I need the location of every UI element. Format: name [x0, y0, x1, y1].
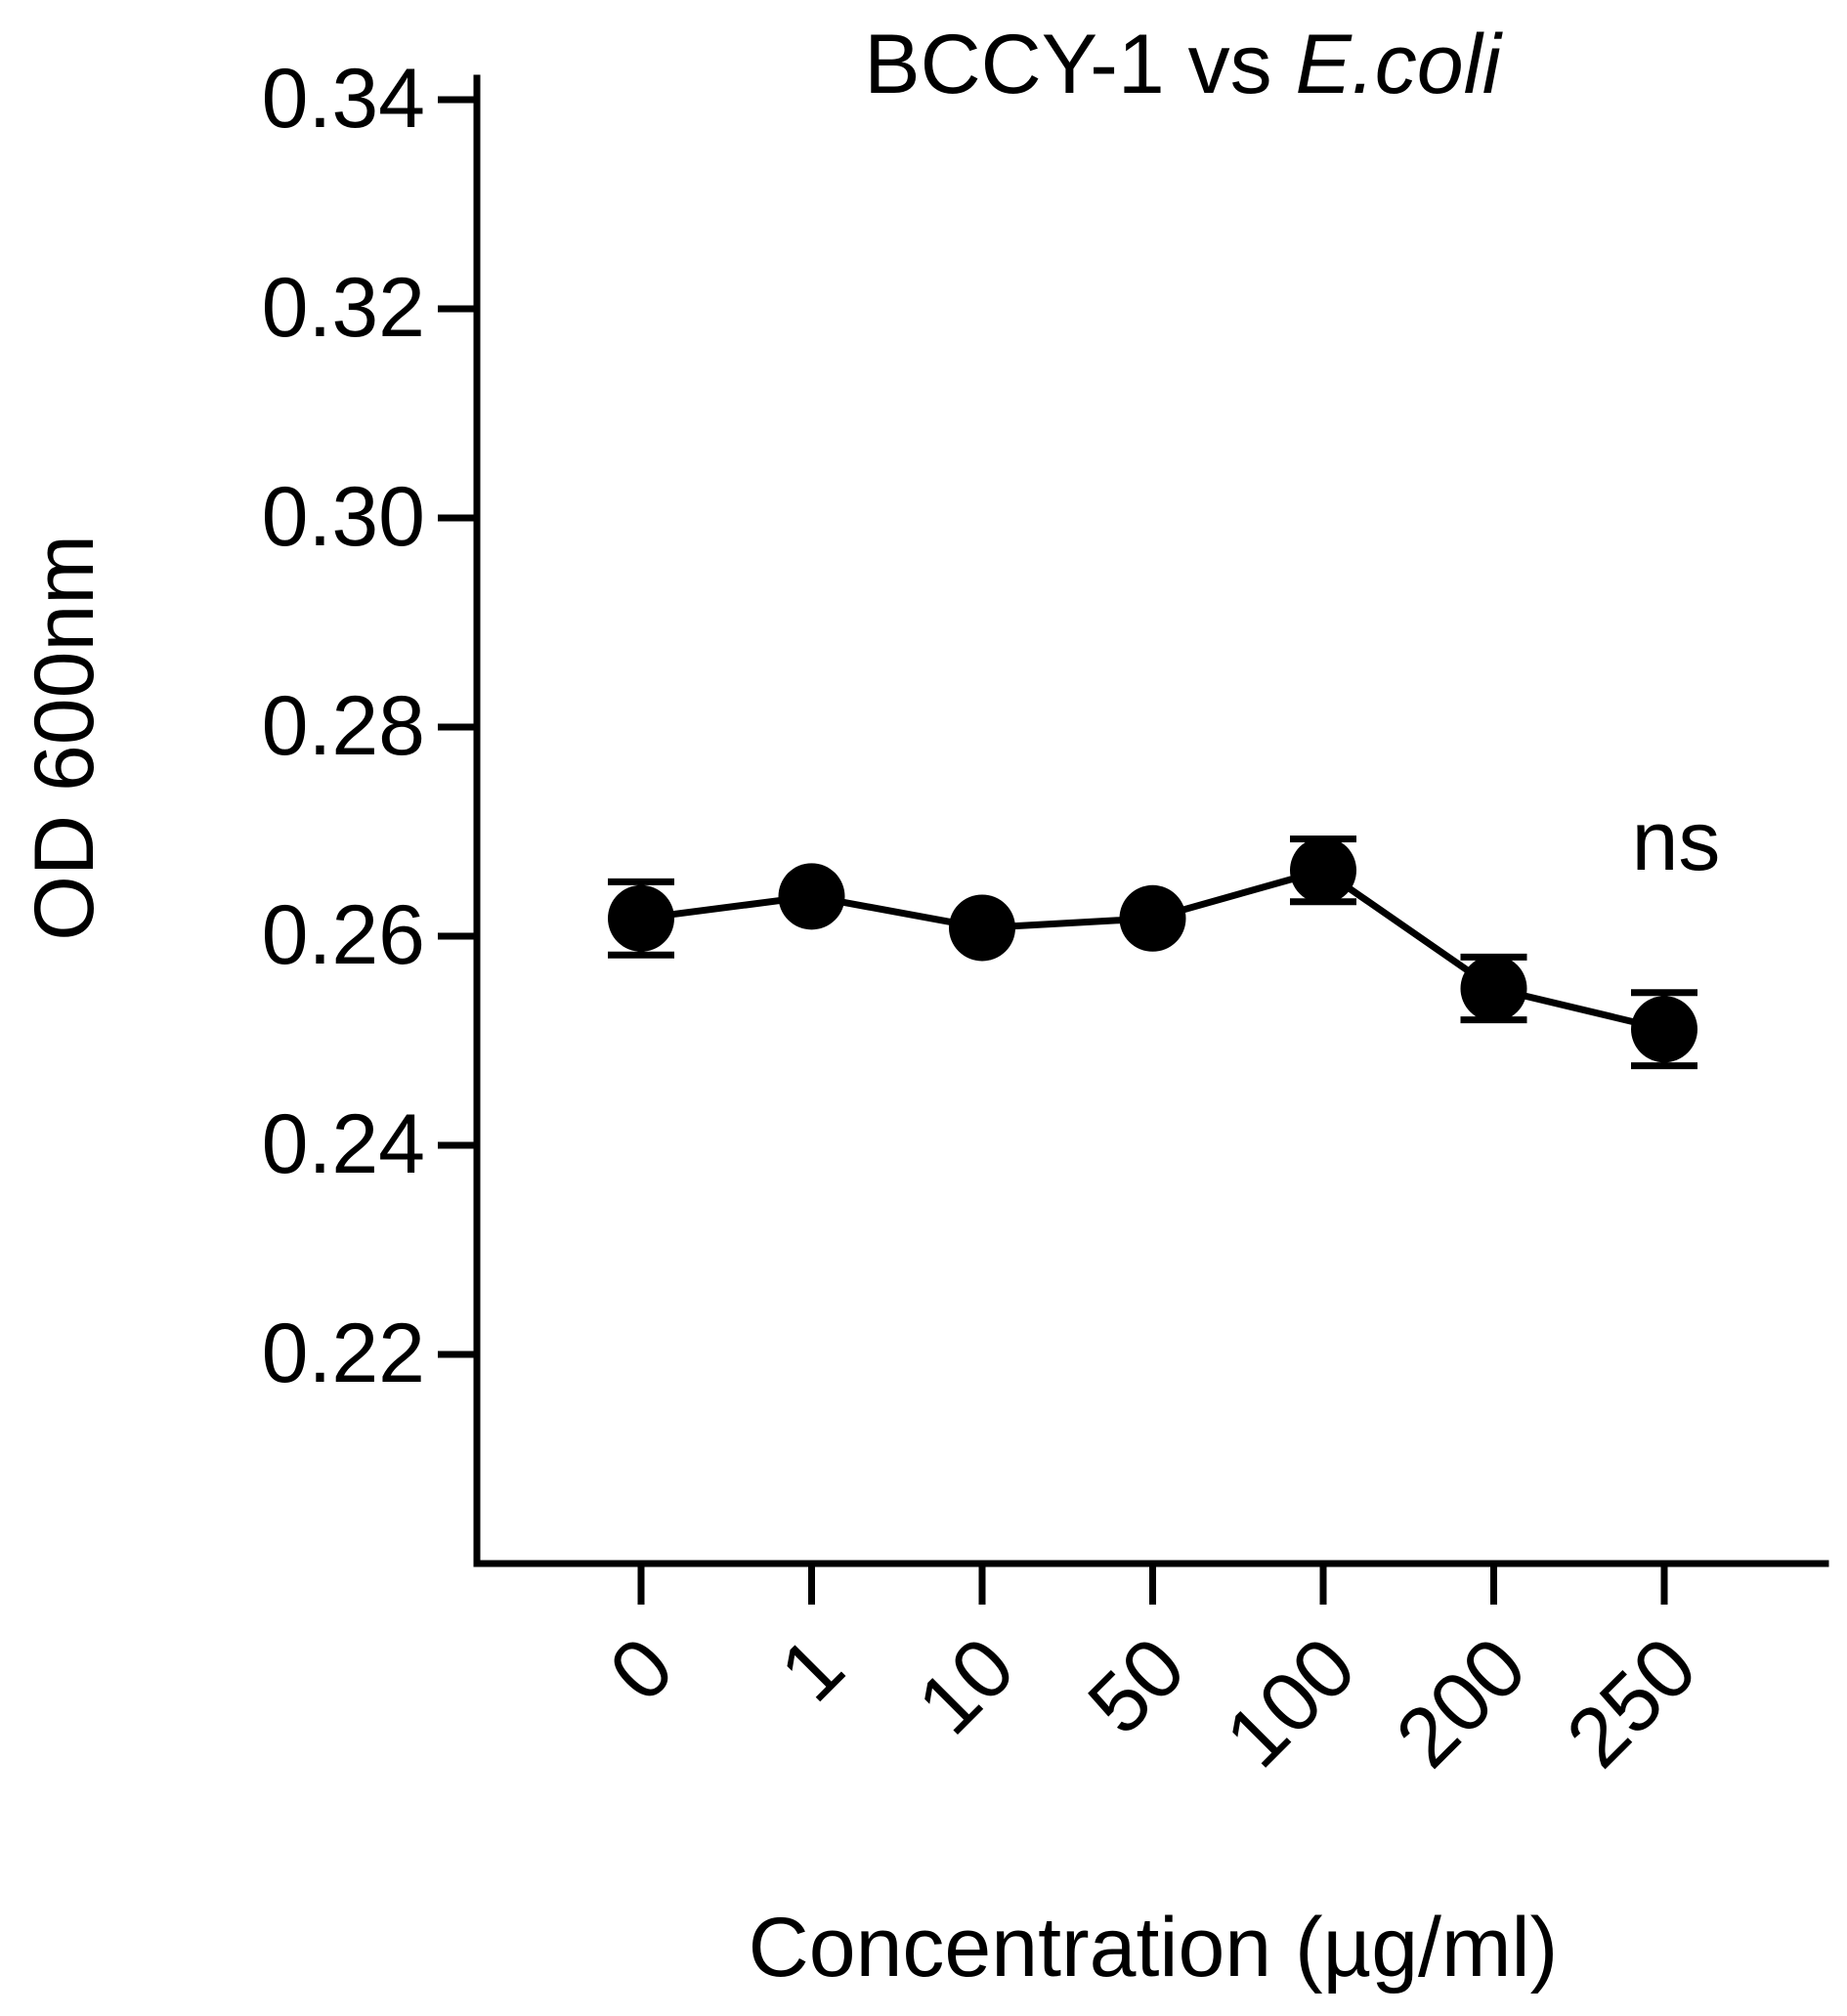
x-tick-label: 100 — [1208, 1620, 1373, 1785]
y-tick-label: 0.28 — [262, 679, 425, 773]
x-tick-label: 10 — [900, 1620, 1033, 1753]
x-tick-label: 50 — [1070, 1620, 1203, 1753]
y-tick-label: 0.34 — [262, 52, 425, 146]
y-tick-label: 0.30 — [262, 470, 425, 564]
x-axis-label: Concentration (µg/ml) — [749, 1901, 1559, 1995]
data-point — [1290, 836, 1356, 904]
plot-group — [608, 835, 1697, 1070]
y-ticks-group: 0.22 0.24 0.26 0.28 0.30 0.32 0.34 — [262, 52, 477, 1400]
chart-title-italic: E.coli — [1296, 18, 1504, 111]
data-point — [1460, 955, 1527, 1022]
y-tick-label: 0.24 — [262, 1097, 425, 1191]
x-ticks-group: 0 1 10 50 100 200 250 — [592, 1564, 1714, 1785]
y-axis-label: OD 600nm — [18, 535, 111, 941]
x-tick-label: 0 — [592, 1620, 692, 1720]
data-point — [1119, 884, 1186, 952]
chart-title-prefix: BCCY-1 vs — [864, 18, 1295, 111]
y-tick-label: 0.26 — [262, 888, 425, 982]
y-tick-label: 0.32 — [262, 261, 425, 355]
data-point — [1631, 996, 1697, 1063]
chart-title: BCCY-1 vs E.coli — [864, 18, 1503, 111]
data-point — [949, 894, 1015, 962]
x-tick-label: 250 — [1549, 1620, 1714, 1785]
data-point — [778, 863, 845, 930]
data-point — [608, 884, 674, 952]
significance-annotation: ns — [1632, 794, 1721, 888]
y-tick-label: 0.22 — [262, 1307, 425, 1400]
x-tick-label: 200 — [1379, 1620, 1544, 1785]
x-tick-label: 1 — [762, 1620, 862, 1720]
axes-group — [473, 74, 1829, 1567]
